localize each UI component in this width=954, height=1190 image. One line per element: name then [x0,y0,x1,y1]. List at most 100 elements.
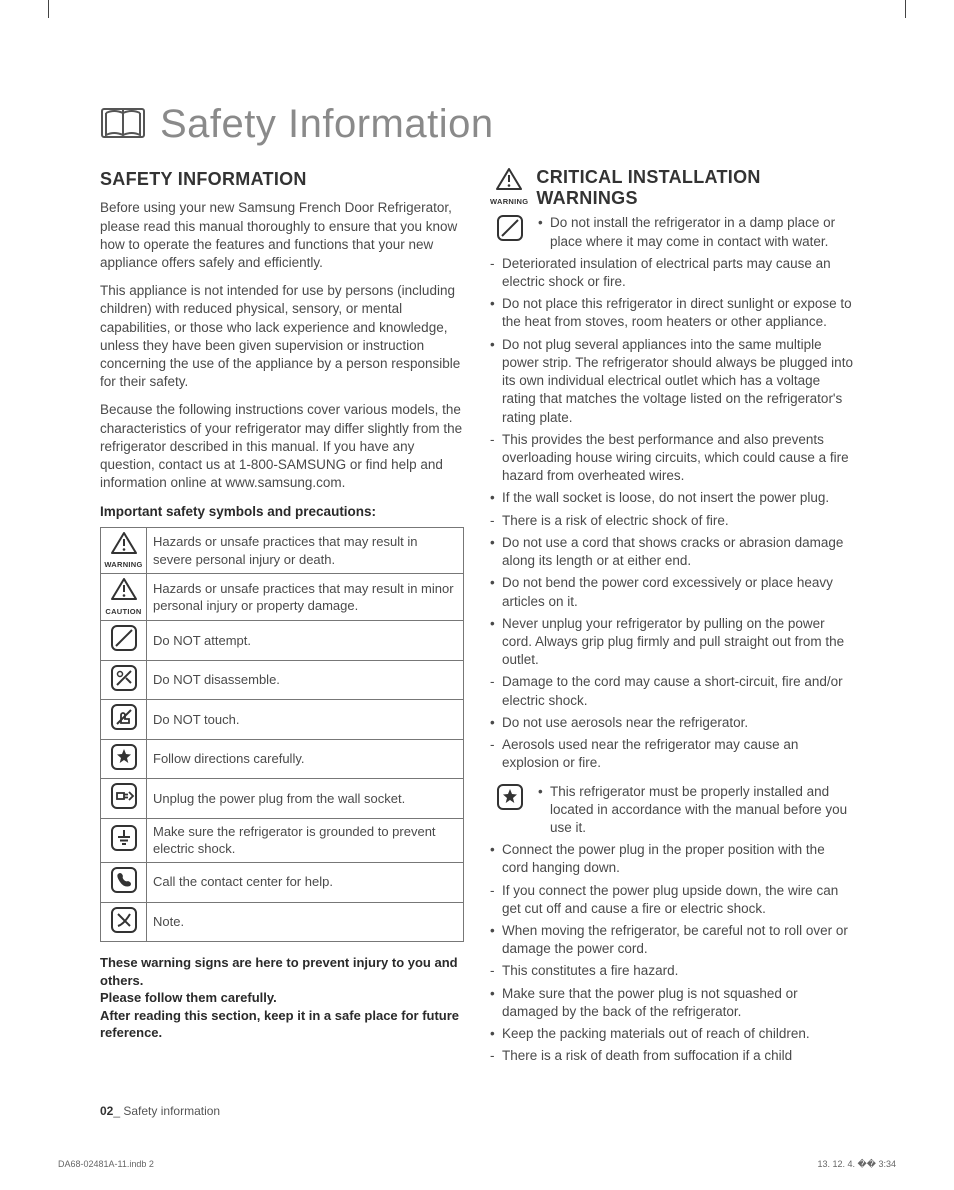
list-item: If the wall socket is loose, do not inse… [490,489,854,507]
list-item-wrap: Do not bend the power cord excessively o… [490,574,854,610]
list-item-wrap: Do not use a cord that shows cracks or a… [490,534,854,570]
symbol-row: WARNINGHazards or unsafe practices that … [101,527,464,574]
list-item: Damage to the cord may cause a short-cir… [490,673,854,709]
list-item: This provides the best performance and a… [490,431,854,486]
warn-line-2: Please follow them carefully. [100,989,464,1007]
warning-block: These warning signs are here to prevent … [100,954,464,1042]
crop-marks-bottom [0,1158,954,1178]
star-box-icon [101,739,147,779]
left-p2: This appliance is not intended for use b… [100,282,464,391]
symbol-text: Hazards or unsafe practices that may res… [147,574,464,621]
list-item: Do not use aerosols near the refrigerato… [490,714,854,732]
right-column: WARNING CRITICAL INSTALLATION WARNINGS D… [490,167,854,1070]
symbol-text: Do NOT disassemble. [147,660,464,700]
symbol-row: CAUTIONHazards or unsafe practices that … [101,574,464,621]
list-item-wrap: There is a risk of death from suffocatio… [490,1047,854,1065]
list-item-wrap: If the wall socket is loose, do not inse… [490,489,854,507]
page-title-row: Safety Information [100,102,854,147]
list-item: If you connect the power plug upside dow… [490,882,854,918]
list-item: Do not install the refrigerator in a dam… [538,214,854,250]
list-item-wrap: Do not plug several appliances into the … [490,336,854,427]
caution-tri-icon: CAUTION [101,574,147,621]
right-heading-row: WARNING CRITICAL INSTALLATION WARNINGS [490,167,854,208]
list-item: Keep the packing materials out of reach … [490,1025,854,1043]
left-p1: Before using your new Samsung French Doo… [100,199,464,272]
list-item: Aerosols used near the refrigerator may … [490,736,854,772]
list-item-wrap: There is a risk of electric shock of fir… [490,512,854,530]
list-item-wrap: When moving the refrigerator, be careful… [490,922,854,958]
list-item-wrap: Never unplug your refrigerator by pullin… [490,615,854,670]
symbol-row: Make sure the refrigerator is grounded t… [101,818,464,862]
book-icon [100,103,146,146]
list-item: There is a risk of death from suffocatio… [490,1047,854,1065]
symbol-row: Unplug the power plug from the wall sock… [101,779,464,819]
list-item-wrap: Deteriorated insulation of electrical pa… [490,255,854,291]
symbol-text: Do NOT attempt. [147,621,464,661]
list-item: Make sure that the power plug is not squ… [490,985,854,1021]
list-item: Never unplug your refrigerator by pullin… [490,615,854,670]
footer-text: Safety information [123,1104,220,1118]
page-content: Safety Information SAFETY INFORMATION Be… [0,22,954,1158]
warning-group: This refrigerator must be properly insta… [490,783,854,842]
list-item-wrap: Do not place this refrigerator in direct… [490,295,854,331]
no-disassemble-icon [101,660,147,700]
no-slash-icon [490,214,530,254]
left-column: SAFETY INFORMATION Before using your new… [100,167,464,1070]
list-item: Deteriorated insulation of electrical pa… [490,255,854,291]
list-item: This constitutes a fire hazard. [490,962,854,980]
list-item-wrap: Damage to the cord may cause a short-cir… [490,673,854,709]
no-slash-icon [101,621,147,661]
list-item-wrap: If you connect the power plug upside dow… [490,882,854,918]
symbol-row: Call the contact center for help. [101,862,464,902]
no-touch-icon [101,700,147,740]
symbol-text: Hazards or unsafe practices that may res… [147,527,464,574]
footer-sep: _ [113,1104,123,1118]
symbol-text: Call the contact center for help. [147,862,464,902]
star-box-icon [490,783,530,842]
symbol-row: Do NOT attempt. [101,621,464,661]
left-heading: SAFETY INFORMATION [100,167,464,191]
list-item: When moving the refrigerator, be careful… [490,922,854,958]
symbol-text: Unplug the power plug from the wall sock… [147,779,464,819]
list-item-wrap: This provides the best performance and a… [490,431,854,486]
list-item: Do not bend the power cord excessively o… [490,574,854,610]
list-item-wrap: This constitutes a fire hazard. [490,962,854,980]
warn-line-3: After reading this section, keep it in a… [100,1007,464,1042]
list-item-wrap: Make sure that the power plug is not squ… [490,985,854,1021]
symbol-row: Follow directions carefully. [101,739,464,779]
columns: SAFETY INFORMATION Before using your new… [100,167,854,1070]
list-item: Do not place this refrigerator in direct… [490,295,854,331]
left-p3: Because the following instructions cover… [100,401,464,492]
symbol-text: Do NOT touch. [147,700,464,740]
note-icon [101,902,147,942]
list-item-wrap: Keep the packing materials out of reach … [490,1025,854,1043]
symbol-row: Do NOT touch. [101,700,464,740]
symbol-text: Note. [147,902,464,942]
page-footer: 02_ Safety information [100,1104,854,1118]
page-title: Safety Information [160,102,494,147]
symbol-text: Follow directions carefully. [147,739,464,779]
symbols-heading: Important safety symbols and precautions… [100,503,464,521]
ground-icon [101,818,147,862]
warn-line-1: These warning signs are here to prevent … [100,954,464,989]
page-number: 02 [100,1104,113,1118]
list-item: Do not plug several appliances into the … [490,336,854,427]
unplug-icon [101,779,147,819]
warning-tri-icon: WARNING [101,527,147,574]
warning-items: This refrigerator must be properly insta… [538,783,854,842]
list-item: Connect the power plug in the proper pos… [490,841,854,877]
symbol-text: Make sure the refrigerator is grounded t… [147,818,464,862]
warning-group: Do not install the refrigerator in a dam… [490,214,854,254]
list-item: This refrigerator must be properly insta… [538,783,854,838]
list-item: There is a risk of electric shock of fir… [490,512,854,530]
right-heading: CRITICAL INSTALLATION WARNINGS [536,167,854,208]
phone-icon [101,862,147,902]
symbol-row: Do NOT disassemble. [101,660,464,700]
list-item-wrap: Aerosols used near the refrigerator may … [490,736,854,772]
warning-items: Do not install the refrigerator in a dam… [538,214,854,254]
symbol-row: Note. [101,902,464,942]
symbols-table: WARNINGHazards or unsafe practices that … [100,527,464,942]
list-item-wrap: Do not use aerosols near the refrigerato… [490,714,854,732]
list-item-wrap: Connect the power plug in the proper pos… [490,841,854,877]
crop-marks-top [0,0,954,22]
